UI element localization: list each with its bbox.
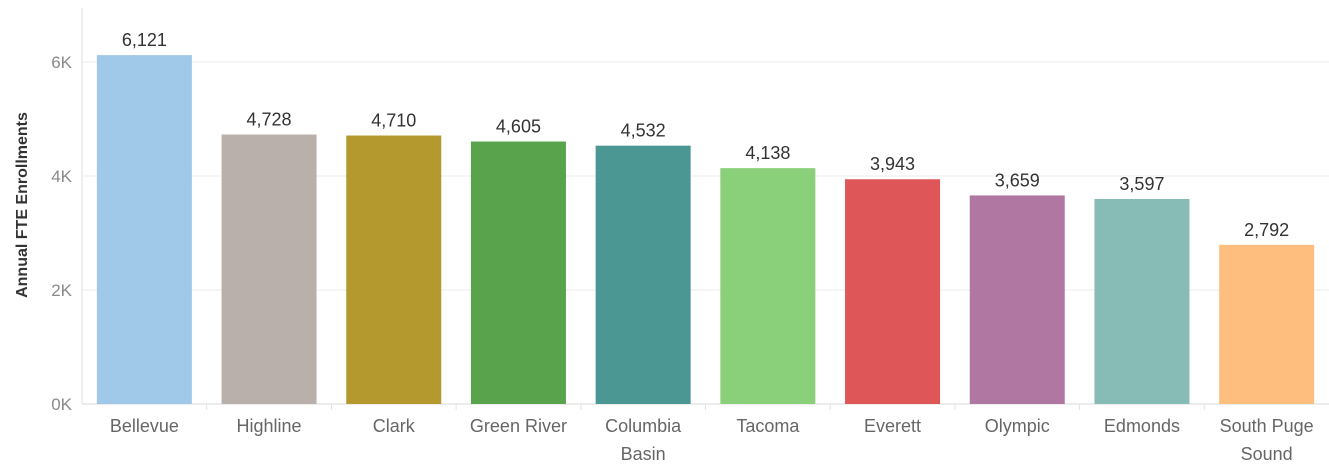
data-label: 3,659 [995, 170, 1040, 190]
x-tick-label: Sound [1241, 444, 1293, 464]
x-tick-label: Bellevue [110, 416, 179, 436]
data-label: 4,138 [745, 143, 790, 163]
bar [1219, 244, 1315, 404]
x-tick-label: Tacoma [736, 416, 800, 436]
bar [720, 168, 816, 404]
data-label: 2,792 [1244, 220, 1289, 240]
x-axis: Bellevue Highline Clark Green River Columbia… [110, 404, 1314, 464]
bar [1094, 198, 1190, 404]
x-tick-label: Basin [621, 444, 666, 464]
data-label: 4,532 [621, 121, 666, 141]
y-tick-label: 6K [51, 53, 72, 72]
data-label: 3,943 [870, 154, 915, 174]
bar [96, 55, 192, 405]
bar [346, 135, 442, 404]
bar [221, 134, 317, 404]
x-tick-label: South Puge [1220, 416, 1314, 436]
bar [595, 145, 691, 404]
x-tick-label: Highline [237, 416, 302, 436]
y-tick-label: 0K [51, 395, 72, 414]
data-labels: 6,121 4,728 4,710 4,605 4,532 4,138 3,943 3,659… [122, 30, 1289, 240]
bars [96, 55, 1315, 405]
x-tick-label: Columbia [605, 416, 682, 436]
x-tick-label: Edmonds [1104, 416, 1180, 436]
y-tick-label: 2K [51, 281, 72, 300]
bar [969, 195, 1065, 404]
data-label: 6,121 [122, 30, 167, 50]
y-axis-title: Annual FTE Enrollments [14, 112, 31, 298]
data-label: 3,597 [1119, 174, 1164, 194]
data-label: 4,728 [247, 110, 292, 130]
x-tick-label: Green River [470, 416, 567, 436]
bar [470, 141, 566, 404]
bar [845, 179, 941, 404]
x-tick-label: Everett [864, 416, 921, 436]
data-label: 4,710 [371, 111, 416, 131]
data-label: 4,605 [496, 117, 541, 137]
x-tick-label: Clark [373, 416, 416, 436]
y-tick-label: 4K [51, 167, 72, 186]
x-tick-label: Olympic [985, 416, 1050, 436]
